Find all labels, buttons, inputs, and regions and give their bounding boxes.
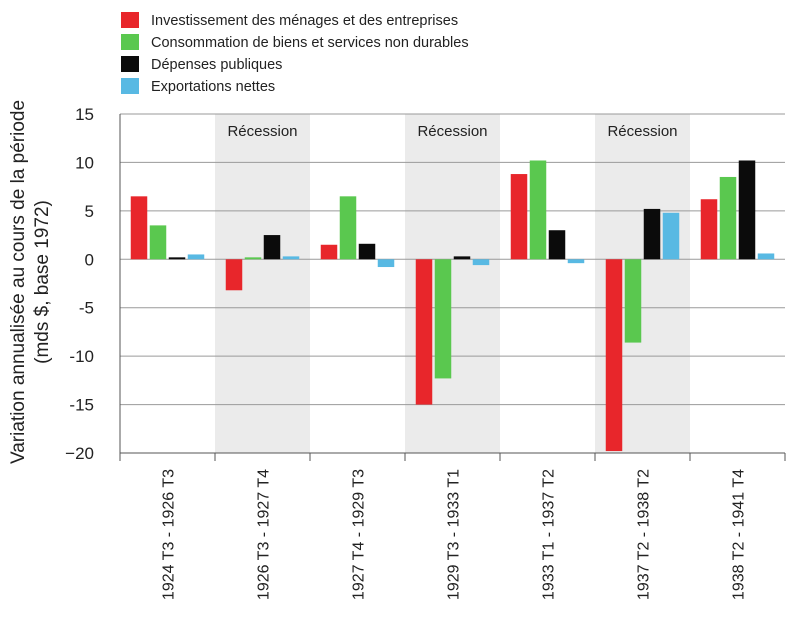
bar — [263, 235, 281, 260]
legend-label: Dépenses publiques — [151, 57, 282, 73]
legend-swatch — [121, 34, 139, 50]
y-tick-label: -5 — [79, 299, 94, 318]
bar — [168, 257, 186, 260]
bar — [187, 254, 205, 260]
x-tick-label: 1929 T3 - 1933 T1 — [446, 469, 463, 600]
bar — [738, 160, 756, 260]
bar — [130, 196, 148, 260]
bar — [662, 212, 680, 260]
bar — [472, 259, 490, 266]
bar — [757, 253, 775, 260]
bar — [358, 243, 376, 260]
x-tick-label: 1937 T2 - 1938 T2 — [636, 469, 653, 600]
x-tick-label: 1927 T4 - 1929 T3 — [351, 469, 368, 600]
y-axis-label-line-1: Variation annualisée au cours de la péri… — [8, 100, 29, 464]
legend-label: Exportations nettes — [151, 79, 275, 95]
bar — [624, 259, 642, 343]
x-tick-label: 1933 T1 - 1937 T2 — [541, 469, 558, 600]
bar — [320, 244, 338, 260]
legend-label: Consommation de biens et services non du… — [151, 35, 469, 51]
y-tick-label: 5 — [85, 202, 94, 221]
bars — [130, 160, 775, 452]
bar — [529, 160, 547, 260]
axes: 15 10 5 0 -5 -10 -15 −20 1924 T3 - 1926 T3 1926 T… — [65, 105, 786, 600]
legend: Investissement des ménages et des entrep… — [121, 12, 469, 95]
y-tick-label: −20 — [65, 444, 94, 463]
bar — [434, 259, 452, 379]
y-tick-label: 10 — [75, 153, 94, 172]
bar — [643, 208, 661, 260]
recession-label: Récession — [607, 123, 677, 140]
bar — [605, 259, 623, 452]
legend-swatch — [121, 12, 139, 28]
x-tick-label: 1926 T3 - 1927 T4 — [256, 469, 273, 600]
legend-swatch — [121, 56, 139, 72]
bar — [719, 176, 737, 260]
bar — [453, 256, 471, 260]
x-tick-label: 1938 T2 - 1941 T4 — [731, 469, 748, 600]
bar — [225, 259, 243, 291]
bar — [567, 259, 585, 264]
recession-label: Récession — [417, 123, 487, 140]
y-tick-label: -10 — [69, 347, 94, 366]
legend-label: Investissement des ménages et des entrep… — [151, 13, 458, 29]
y-tick-label: -15 — [69, 396, 94, 415]
y-axis-label-line-2: (mds $, base 1972) — [32, 200, 53, 364]
bar — [377, 259, 395, 268]
bar — [282, 256, 300, 260]
bar — [510, 174, 528, 260]
bar — [548, 230, 566, 260]
bar — [149, 225, 167, 260]
recession-label: Récession — [227, 123, 297, 140]
x-tick-label: 1924 T3 - 1926 T3 — [161, 469, 178, 600]
bar — [700, 199, 718, 260]
y-tick-label: 0 — [85, 250, 94, 269]
bar — [415, 259, 433, 405]
bar — [244, 257, 262, 260]
bar — [339, 196, 357, 260]
y-tick-label: 15 — [75, 105, 94, 124]
legend-swatch — [121, 78, 139, 94]
